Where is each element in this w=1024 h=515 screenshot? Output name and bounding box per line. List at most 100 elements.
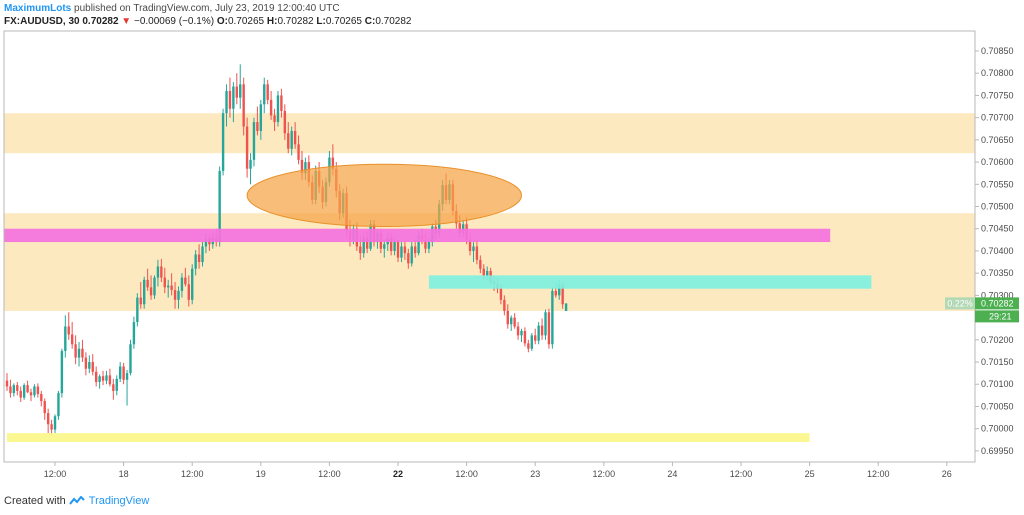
down-arrow-icon: ▼	[121, 16, 132, 27]
publish-info: published on TradingView.com, July 23, 2…	[74, 3, 340, 14]
candle-body	[503, 299, 506, 311]
candle-body	[269, 99, 273, 116]
candle-body	[122, 366, 125, 380]
footer: Created with TradingView	[4, 495, 149, 507]
candle-body	[40, 394, 43, 402]
candle-body	[98, 376, 101, 383]
y-tick-label: 0.70400	[981, 246, 1014, 256]
candle-body	[53, 416, 57, 430]
candle-body	[170, 285, 173, 291]
candle	[544, 309, 547, 340]
candle	[396, 239, 400, 263]
candle-body	[184, 277, 187, 285]
candle	[81, 339, 84, 363]
symbol-name[interactable]: FX:AUDUSD, 30	[4, 16, 80, 27]
candle-body	[143, 279, 146, 305]
candle	[173, 282, 177, 309]
candle-body	[383, 244, 386, 249]
yellow-band[interactable]	[7, 433, 810, 443]
candle	[266, 79, 269, 105]
candle-body	[9, 386, 12, 394]
candle-body	[506, 310, 509, 325]
open-label: O:	[216, 16, 228, 27]
candle-body	[266, 84, 269, 100]
highlight-ellipse[interactable]	[246, 163, 522, 228]
candle-body	[101, 376, 105, 381]
candle-body	[232, 86, 235, 109]
candle	[187, 275, 190, 307]
candle	[225, 84, 228, 127]
author-link[interactable]: MaximumLots	[4, 3, 72, 14]
candle	[472, 242, 475, 263]
candle-body	[283, 110, 287, 134]
candle-body	[537, 325, 540, 341]
candle-body	[564, 303, 568, 311]
candle	[40, 390, 43, 407]
magenta-band[interactable]	[4, 228, 831, 243]
y-tick-label: 0.70100	[981, 379, 1014, 389]
candle-body	[88, 362, 91, 369]
candle	[94, 366, 98, 387]
support-zone[interactable]	[4, 213, 975, 311]
candle	[510, 315, 513, 331]
candle-body	[29, 392, 33, 396]
candle-body	[410, 246, 413, 264]
x-tick-label: 12:00	[593, 469, 616, 479]
candle	[5, 373, 9, 391]
candle-body	[163, 277, 166, 288]
candle-body	[273, 115, 276, 123]
price-change: −0.00069 (−0.1%)	[133, 16, 215, 27]
candle-body	[64, 326, 67, 351]
candle	[235, 73, 239, 105]
candle	[84, 352, 88, 376]
candle-body	[115, 378, 118, 391]
candle-body	[132, 322, 136, 345]
x-tick-label: 12:00	[730, 469, 753, 479]
upper-resistance-zone[interactable]	[4, 113, 975, 154]
candle	[91, 354, 94, 376]
y-tick-label: 0.70050	[981, 401, 1014, 411]
candle-body	[554, 290, 557, 296]
candle	[132, 316, 136, 349]
candle	[156, 259, 160, 287]
candle-body	[225, 90, 228, 114]
candle	[167, 279, 170, 298]
candle	[146, 268, 149, 291]
candle	[249, 153, 252, 185]
candle	[180, 273, 184, 298]
y-tick-label: 0.70800	[981, 68, 1014, 78]
candle-body	[527, 343, 530, 349]
candle	[19, 386, 22, 403]
candle-body	[263, 84, 266, 105]
candle-body	[300, 159, 304, 174]
candle	[53, 414, 57, 434]
candle-body	[167, 285, 170, 288]
candle-body	[523, 330, 527, 344]
candle-body	[297, 144, 300, 160]
candle-body	[67, 326, 70, 335]
candle	[149, 275, 153, 300]
candle	[520, 328, 523, 343]
last-price: 0.70282	[82, 16, 119, 27]
candle-body	[173, 290, 177, 300]
cyan-band[interactable]	[428, 275, 872, 289]
y-tick-label: 0.70200	[981, 335, 1014, 345]
close-label: C:	[364, 16, 376, 27]
x-tick-label: 25	[805, 469, 815, 479]
candle	[540, 318, 544, 340]
candle-body	[50, 424, 53, 430]
candle	[50, 419, 53, 436]
tradingview-link[interactable]: TradingView	[88, 495, 150, 507]
candle	[9, 379, 12, 398]
candle	[269, 90, 273, 120]
candle-body	[81, 348, 84, 358]
candle-body	[187, 284, 190, 300]
candle-body	[22, 385, 26, 398]
tradingview-logo-icon	[68, 496, 85, 505]
candle-body	[479, 259, 482, 269]
x-tick-label: 24	[667, 469, 677, 479]
candle	[564, 303, 568, 311]
candle	[101, 370, 105, 386]
candle-body	[84, 357, 88, 369]
